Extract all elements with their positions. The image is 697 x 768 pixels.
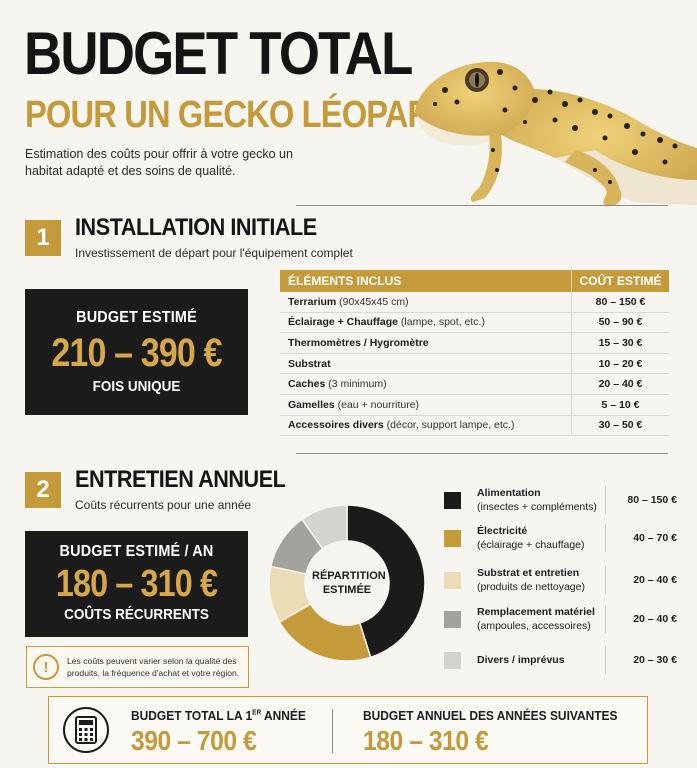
installation-budget-value: 210 – 390 € xyxy=(51,331,222,375)
annual-budget-label: BUDGET ESTIMÉ / AN xyxy=(59,543,214,560)
table-row-cost: 15 – 30 € xyxy=(571,333,669,353)
legend-swatch xyxy=(444,571,461,589)
table-header-items: ÉLÉMENTS INCLUS xyxy=(288,274,402,288)
legend-text: Remplacement matériel (ampoules, accessoi… xyxy=(477,606,595,632)
page-subtitle: POUR UN GECKO LÉOPARD xyxy=(25,94,454,136)
first-year-value: 390 – 700 € xyxy=(131,725,257,756)
table-row-cost: 20 – 40 € xyxy=(571,374,669,394)
donut-slice-1 xyxy=(346,504,426,659)
table-row-item: Terrarium (90x45x45 cm) xyxy=(288,295,409,308)
legend-swatch xyxy=(444,610,461,628)
legend-swatch xyxy=(444,529,461,547)
table-row-cost: 30 – 50 € xyxy=(571,415,669,436)
total-summary-bar: BUDGET TOTAL LA 1ER ANNÉE 390 – 700 € BU… xyxy=(48,696,648,764)
following-years-label: BUDGET ANNUEL DES ANNÉES SUIVANTES xyxy=(363,708,618,723)
installation-budget-label: BUDGET ESTIMÉ xyxy=(76,309,197,326)
table-row: Substrat 10 – 20 € xyxy=(280,353,669,375)
legend-item: Remplacement matériel (ampoules, accessoi… xyxy=(444,605,677,633)
annual-budget-value: 180 – 310 € xyxy=(55,563,218,605)
legend-item: Alimentation (insectes + compléments) 80 –… xyxy=(444,486,677,514)
legend-value: 40 – 70 € xyxy=(605,524,677,552)
legend-value: 80 – 150 € xyxy=(605,486,677,514)
calculator-icon xyxy=(63,707,109,753)
donut-slice-5 xyxy=(300,504,348,550)
header-divider xyxy=(296,205,668,206)
gecko-illustration xyxy=(415,61,697,207)
table-row-cost: 5 – 10 € xyxy=(571,394,669,415)
section-2-subtitle: Coûts récurrents pour une année xyxy=(75,498,252,512)
table-row: Éclairage + Chauffage (lampe, spot, etc.… xyxy=(280,312,669,334)
table-header: ÉLÉMENTS INCLUS COÛT ESTIMÉ xyxy=(280,270,669,292)
legend-item: Substrat et entretien (produits de nettoy… xyxy=(444,566,677,594)
installation-table: ÉLÉMENTS INCLUS COÛT ESTIMÉ Terrarium (9… xyxy=(280,270,669,437)
table-header-cost: COÛT ESTIMÉ xyxy=(571,270,669,292)
section-1-title: INSTALLATION INITIALE xyxy=(75,214,317,241)
table-row-item: Gamelles (eau + nourriture) xyxy=(288,398,420,411)
summary-divider xyxy=(332,709,333,753)
installation-budget-box: BUDGET ESTIMÉ 210 – 390 € FOIS UNIQUE xyxy=(25,289,248,415)
table-row: Thermomètres / Hygromètre 15 – 30 € xyxy=(280,333,669,354)
section-2-title: ENTRETIEN ANNUEL xyxy=(75,466,286,493)
table-row: Gamelles (eau + nourriture) 5 – 10 € xyxy=(280,394,669,416)
installation-budget-foot: FOIS UNIQUE xyxy=(92,378,181,395)
table-row-cost: 50 – 90 € xyxy=(571,312,669,333)
table-row-cost: 80 – 150 € xyxy=(571,292,669,312)
legend-swatch xyxy=(444,651,461,669)
section-divider xyxy=(296,453,668,454)
legend-text: Substrat et entretien (produits de nettoy… xyxy=(477,567,585,593)
legend-item: Divers / imprévus 20 – 30 € xyxy=(444,646,677,674)
table-row-item: Accessoires divers (décor, support lampe… xyxy=(288,419,515,432)
table-row-item: Thermomètres / Hygromètre xyxy=(288,336,429,349)
note-text: Les coûts peuvent varier selon la qualit… xyxy=(67,656,240,678)
table-row-item: Éclairage + Chauffage (lampe, spot, etc.… xyxy=(288,316,485,329)
legend-value: 20 – 40 € xyxy=(605,566,677,594)
annual-budget-box: BUDGET ESTIMÉ / AN 180 – 310 € COÛTS RÉC… xyxy=(25,531,248,637)
table-row: Terrarium (90x45x45 cm) 80 – 150 € xyxy=(280,292,669,313)
annual-budget-foot: COÛTS RÉCURRENTS xyxy=(64,606,209,623)
first-year-label: BUDGET TOTAL LA 1ER ANNÉE xyxy=(131,708,306,723)
legend-value: 20 – 40 € xyxy=(605,605,677,633)
section-1-number: 1 xyxy=(25,220,61,256)
cost-donut-chart xyxy=(268,504,426,662)
variation-note: ! Les coûts peuvent varier selon la qual… xyxy=(26,646,249,688)
section-2-number: 2 xyxy=(25,472,61,508)
table-row-item: Caches (3 minimum) xyxy=(288,378,387,391)
legend-value: 20 – 30 € xyxy=(605,646,677,674)
legend-text: Électricité (éclairage + chauffage) xyxy=(477,525,585,551)
table-row: Accessoires divers (décor, support lampe… xyxy=(280,415,669,437)
table-row-item: Substrat xyxy=(288,357,331,370)
legend-item: Électricité (éclairage + chauffage) 40 – 7… xyxy=(444,524,677,552)
warning-icon: ! xyxy=(33,654,59,680)
page-title: BUDGET TOTAL xyxy=(24,20,413,87)
section-1-subtitle: Investissement de départ pour l'équipeme… xyxy=(75,246,353,260)
legend-text: Alimentation (insectes + compléments) xyxy=(477,487,597,513)
intro-text: Estimation des coûts pour offrir à votre… xyxy=(25,147,293,178)
table-row: Caches (3 minimum) 20 – 40 € xyxy=(280,374,669,395)
table-row-cost: 10 – 20 € xyxy=(571,353,669,374)
following-years-value: 180 – 310 € xyxy=(363,725,489,756)
legend-text: Divers / imprévus xyxy=(477,654,565,666)
legend-swatch xyxy=(444,491,461,509)
